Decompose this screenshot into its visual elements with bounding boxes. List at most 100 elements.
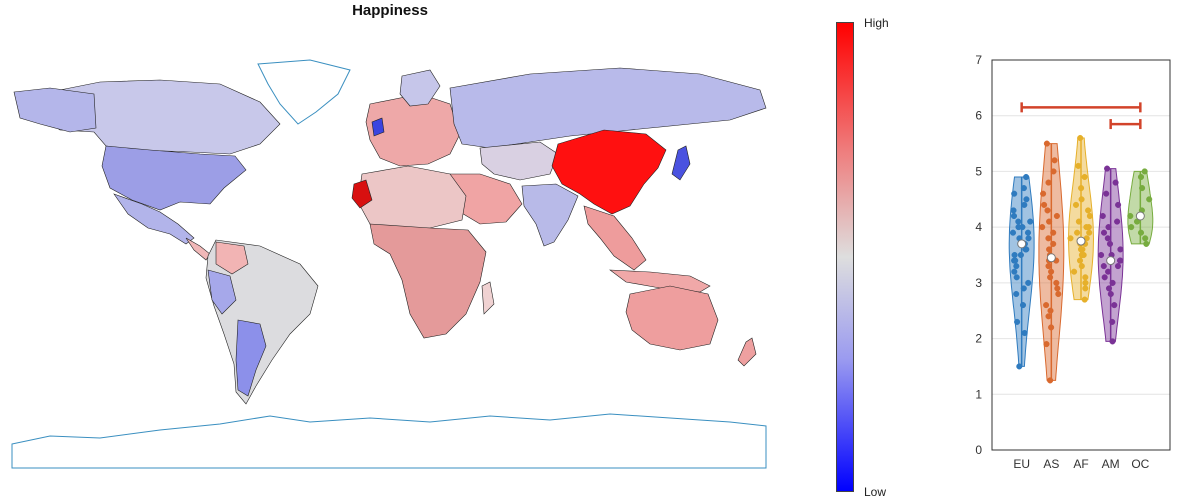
- data-point: [1109, 318, 1116, 325]
- data-point: [1046, 246, 1053, 253]
- data-point: [1019, 302, 1027, 309]
- region-indonesia: [609, 269, 711, 293]
- data-point: [1086, 229, 1093, 236]
- map-title: Happiness: [352, 2, 428, 19]
- region-central-asia: [479, 141, 559, 181]
- y-tick-label: 6: [975, 109, 982, 123]
- data-point: [1078, 263, 1085, 270]
- median-marker-as: [1046, 253, 1056, 263]
- data-point: [1081, 173, 1088, 181]
- data-point: [1045, 179, 1052, 186]
- data-point: [1112, 179, 1119, 186]
- data-point: [1021, 329, 1028, 337]
- data-point: [1050, 168, 1057, 175]
- data-point: [1105, 224, 1112, 231]
- data-point: [1020, 185, 1027, 192]
- region-japan: [671, 145, 691, 181]
- data-point: [1085, 207, 1092, 214]
- data-point: [1013, 263, 1020, 270]
- region-australia: [625, 285, 719, 351]
- region-argentina: [235, 319, 267, 397]
- data-point: [1078, 251, 1085, 259]
- data-point: [1142, 235, 1149, 242]
- data-point: [1054, 285, 1061, 292]
- data-point: [1074, 229, 1081, 236]
- data-point: [1137, 229, 1145, 236]
- colorbar-high-label: High: [864, 16, 889, 30]
- data-point: [1045, 313, 1052, 320]
- data-point: [1067, 235, 1074, 242]
- data-point: [1048, 268, 1055, 275]
- data-point: [1020, 285, 1027, 292]
- data-point: [1127, 212, 1134, 220]
- data-point: [1075, 162, 1082, 169]
- data-point: [1100, 263, 1107, 270]
- data-point: [1011, 268, 1018, 275]
- data-point: [1012, 257, 1019, 264]
- data-point: [1115, 201, 1122, 208]
- data-point: [1146, 196, 1153, 203]
- median-marker-am: [1106, 256, 1116, 266]
- data-point: [1025, 279, 1032, 286]
- data-point: [1055, 290, 1062, 298]
- data-point: [1045, 263, 1052, 270]
- region-peru: [207, 269, 237, 315]
- data-point: [1085, 224, 1092, 231]
- data-point: [1045, 235, 1052, 242]
- data-point: [1010, 207, 1017, 214]
- region-scandinavia: [399, 69, 441, 107]
- region-uk: [371, 117, 385, 137]
- data-point: [1043, 302, 1050, 309]
- x-tick-label: EU: [1013, 457, 1030, 471]
- data-point: [1078, 196, 1085, 203]
- data-point: [1053, 212, 1060, 220]
- region-usa: [101, 145, 247, 211]
- x-tick-label: AM: [1102, 457, 1120, 471]
- region-madagascar: [481, 281, 495, 315]
- data-point: [1053, 279, 1060, 286]
- data-point: [1047, 274, 1054, 281]
- region-alaska: [13, 87, 97, 133]
- data-point: [1109, 279, 1116, 286]
- colorbar: [836, 22, 854, 492]
- data-point: [1104, 235, 1111, 242]
- data-point: [1017, 251, 1024, 259]
- data-point: [1114, 263, 1122, 270]
- colorbar-low-label: Low: [864, 485, 887, 499]
- data-point: [1050, 229, 1057, 236]
- data-point: [1101, 274, 1108, 281]
- data-point: [1039, 224, 1046, 231]
- median-marker-eu: [1017, 239, 1027, 249]
- data-point: [1041, 201, 1048, 208]
- data-point: [1015, 224, 1022, 231]
- data-point: [1109, 338, 1116, 345]
- region-europe: [365, 93, 461, 167]
- data-point: [1104, 165, 1111, 172]
- y-tick-label: 7: [975, 53, 982, 67]
- y-tick-label: 0: [975, 443, 982, 457]
- region-greenland: [257, 59, 351, 125]
- region-western-sahara: [351, 179, 373, 209]
- world-map: [11, 59, 767, 469]
- data-point: [1072, 201, 1080, 208]
- y-tick-label: 2: [975, 332, 982, 346]
- median-marker-af: [1076, 236, 1086, 246]
- data-point: [1079, 246, 1086, 253]
- region-sub-saharan-africa: [369, 223, 487, 339]
- data-point: [1023, 173, 1030, 181]
- data-point: [1116, 257, 1124, 264]
- data-point: [1076, 257, 1084, 264]
- y-tick-label: 3: [975, 276, 982, 290]
- region-new-zealand: [737, 337, 757, 367]
- data-point: [1137, 173, 1145, 181]
- data-point: [1098, 251, 1105, 259]
- data-point: [1024, 229, 1032, 236]
- data-point: [1139, 185, 1146, 192]
- data-point: [1077, 134, 1084, 142]
- x-tick-label: OC: [1131, 457, 1149, 471]
- y-tick-label: 5: [975, 164, 982, 178]
- region-russia: [449, 67, 767, 149]
- data-point: [1011, 251, 1018, 259]
- data-point: [1050, 240, 1057, 247]
- data-point: [1043, 140, 1050, 147]
